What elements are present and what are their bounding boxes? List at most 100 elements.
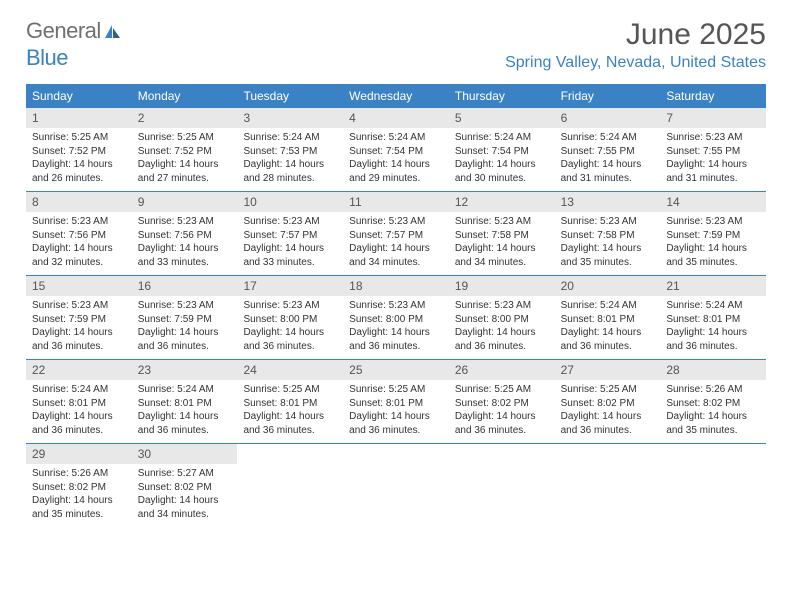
day-body: Sunrise: 5:26 AMSunset: 8:02 PMDaylight:… (26, 467, 132, 521)
day-body: Sunrise: 5:23 AMSunset: 8:00 PMDaylight:… (343, 299, 449, 353)
dow-cell: Monday (132, 84, 238, 108)
daylight-text-2: and 33 minutes. (138, 256, 232, 270)
day-cell: 23Sunrise: 5:24 AMSunset: 8:01 PMDayligh… (132, 360, 238, 443)
daylight-text-2: and 34 minutes. (455, 256, 549, 270)
day-cell (555, 444, 661, 527)
daylight-text-1: Daylight: 14 hours (561, 326, 655, 340)
daylight-text-2: and 36 minutes. (243, 340, 337, 354)
daylight-text-2: and 35 minutes. (666, 256, 760, 270)
day-number: 10 (237, 192, 343, 212)
day-body: Sunrise: 5:23 AMSunset: 7:57 PMDaylight:… (237, 215, 343, 269)
day-body: Sunrise: 5:27 AMSunset: 8:02 PMDaylight:… (132, 467, 238, 521)
daylight-text-2: and 33 minutes. (243, 256, 337, 270)
day-body: Sunrise: 5:25 AMSunset: 7:52 PMDaylight:… (26, 131, 132, 185)
day-cell: 15Sunrise: 5:23 AMSunset: 7:59 PMDayligh… (26, 276, 132, 359)
sunset-text: Sunset: 8:01 PM (349, 397, 443, 411)
daylight-text-1: Daylight: 14 hours (138, 242, 232, 256)
day-number: 19 (449, 276, 555, 296)
daylight-text-1: Daylight: 14 hours (455, 410, 549, 424)
daylight-text-2: and 35 minutes. (666, 424, 760, 438)
day-body: Sunrise: 5:23 AMSunset: 7:58 PMDaylight:… (555, 215, 661, 269)
header: GeneralBlue June 2025 Spring Valley, Nev… (0, 0, 792, 76)
sunrise-text: Sunrise: 5:25 AM (243, 383, 337, 397)
day-body: Sunrise: 5:23 AMSunset: 8:00 PMDaylight:… (449, 299, 555, 353)
sunset-text: Sunset: 8:02 PM (32, 481, 126, 495)
sunset-text: Sunset: 7:54 PM (349, 145, 443, 159)
day-cell: 8Sunrise: 5:23 AMSunset: 7:56 PMDaylight… (26, 192, 132, 275)
sunrise-text: Sunrise: 5:25 AM (349, 383, 443, 397)
day-number: 2 (132, 108, 238, 128)
day-cell (237, 444, 343, 527)
day-cell: 11Sunrise: 5:23 AMSunset: 7:57 PMDayligh… (343, 192, 449, 275)
sunrise-text: Sunrise: 5:23 AM (455, 299, 549, 313)
daylight-text-1: Daylight: 14 hours (32, 494, 126, 508)
sunrise-text: Sunrise: 5:26 AM (666, 383, 760, 397)
daylight-text-2: and 36 minutes. (349, 424, 443, 438)
sunrise-text: Sunrise: 5:24 AM (455, 131, 549, 145)
daylight-text-1: Daylight: 14 hours (349, 410, 443, 424)
page-title: June 2025 (505, 18, 766, 52)
calendar: SundayMondayTuesdayWednesdayThursdayFrid… (0, 76, 792, 527)
day-of-week-header: SundayMondayTuesdayWednesdayThursdayFrid… (26, 84, 766, 108)
daylight-text-2: and 34 minutes. (349, 256, 443, 270)
sunrise-text: Sunrise: 5:24 AM (32, 383, 126, 397)
sunrise-text: Sunrise: 5:23 AM (32, 215, 126, 229)
daylight-text-2: and 27 minutes. (138, 172, 232, 186)
day-cell: 30Sunrise: 5:27 AMSunset: 8:02 PMDayligh… (132, 444, 238, 527)
sunset-text: Sunset: 7:53 PM (243, 145, 337, 159)
sunset-text: Sunset: 7:54 PM (455, 145, 549, 159)
daylight-text-1: Daylight: 14 hours (349, 242, 443, 256)
daylight-text-2: and 36 minutes. (455, 340, 549, 354)
day-body: Sunrise: 5:23 AMSunset: 7:59 PMDaylight:… (660, 215, 766, 269)
day-cell: 27Sunrise: 5:25 AMSunset: 8:02 PMDayligh… (555, 360, 661, 443)
day-number: 9 (132, 192, 238, 212)
day-cell: 24Sunrise: 5:25 AMSunset: 8:01 PMDayligh… (237, 360, 343, 443)
day-cell: 20 Sunrise: 5:24 AMSunset: 8:01 PMDayligh… (555, 276, 661, 359)
sunrise-text: Sunrise: 5:24 AM (561, 131, 655, 145)
day-body: Sunrise: 5:24 AMSunset: 8:01 PMDaylight:… (660, 299, 766, 353)
day-body: Sunrise: 5:23 AMSunset: 7:57 PMDaylight:… (343, 215, 449, 269)
day-body: Sunrise: 5:24 AMSunset: 8:01 PMDaylight:… (555, 299, 661, 353)
daylight-text-1: Daylight: 14 hours (243, 326, 337, 340)
day-cell: 2Sunrise: 5:25 AMSunset: 7:52 PMDaylight… (132, 108, 238, 191)
day-number: 8 (26, 192, 132, 212)
sunset-text: Sunset: 7:57 PM (349, 229, 443, 243)
day-cell: 26Sunrise: 5:25 AMSunset: 8:02 PMDayligh… (449, 360, 555, 443)
sunset-text: Sunset: 8:00 PM (349, 313, 443, 327)
sunset-text: Sunset: 8:02 PM (138, 481, 232, 495)
day-body: Sunrise: 5:23 AMSunset: 7:58 PMDaylight:… (449, 215, 555, 269)
sunset-text: Sunset: 7:59 PM (666, 229, 760, 243)
day-number: 20 (555, 276, 661, 296)
day-body: Sunrise: 5:24 AMSunset: 7:53 PMDaylight:… (237, 131, 343, 185)
daylight-text-2: and 26 minutes. (32, 172, 126, 186)
sunrise-text: Sunrise: 5:24 AM (666, 299, 760, 313)
sunset-text: Sunset: 7:55 PM (561, 145, 655, 159)
day-cell: 18Sunrise: 5:23 AMSunset: 8:00 PMDayligh… (343, 276, 449, 359)
day-cell: 29Sunrise: 5:26 AMSunset: 8:02 PMDayligh… (26, 444, 132, 527)
daylight-text-1: Daylight: 14 hours (32, 158, 126, 172)
sunrise-text: Sunrise: 5:23 AM (243, 215, 337, 229)
day-body: Sunrise: 5:25 AMSunset: 8:01 PMDaylight:… (343, 383, 449, 437)
daylight-text-2: and 36 minutes. (243, 424, 337, 438)
day-number: 28 (660, 360, 766, 380)
sunrise-text: Sunrise: 5:23 AM (455, 215, 549, 229)
day-cell: 13Sunrise: 5:23 AMSunset: 7:58 PMDayligh… (555, 192, 661, 275)
daylight-text-2: and 36 minutes. (32, 424, 126, 438)
day-cell (660, 444, 766, 527)
logo: GeneralBlue (26, 18, 123, 71)
daylight-text-2: and 31 minutes. (561, 172, 655, 186)
sunset-text: Sunset: 8:02 PM (561, 397, 655, 411)
daylight-text-2: and 36 minutes. (349, 340, 443, 354)
day-cell: 25Sunrise: 5:25 AMSunset: 8:01 PMDayligh… (343, 360, 449, 443)
daylight-text-2: and 35 minutes. (32, 508, 126, 522)
sunrise-text: Sunrise: 5:23 AM (243, 299, 337, 313)
day-cell (343, 444, 449, 527)
day-cell: 12Sunrise: 5:23 AMSunset: 7:58 PMDayligh… (449, 192, 555, 275)
daylight-text-1: Daylight: 14 hours (349, 158, 443, 172)
sunset-text: Sunset: 7:58 PM (561, 229, 655, 243)
day-body: Sunrise: 5:24 AMSunset: 7:55 PMDaylight:… (555, 131, 661, 185)
sunrise-text: Sunrise: 5:24 AM (138, 383, 232, 397)
day-number: 1 (26, 108, 132, 128)
sunrise-text: Sunrise: 5:25 AM (138, 131, 232, 145)
day-body: Sunrise: 5:26 AMSunset: 8:02 PMDaylight:… (660, 383, 766, 437)
